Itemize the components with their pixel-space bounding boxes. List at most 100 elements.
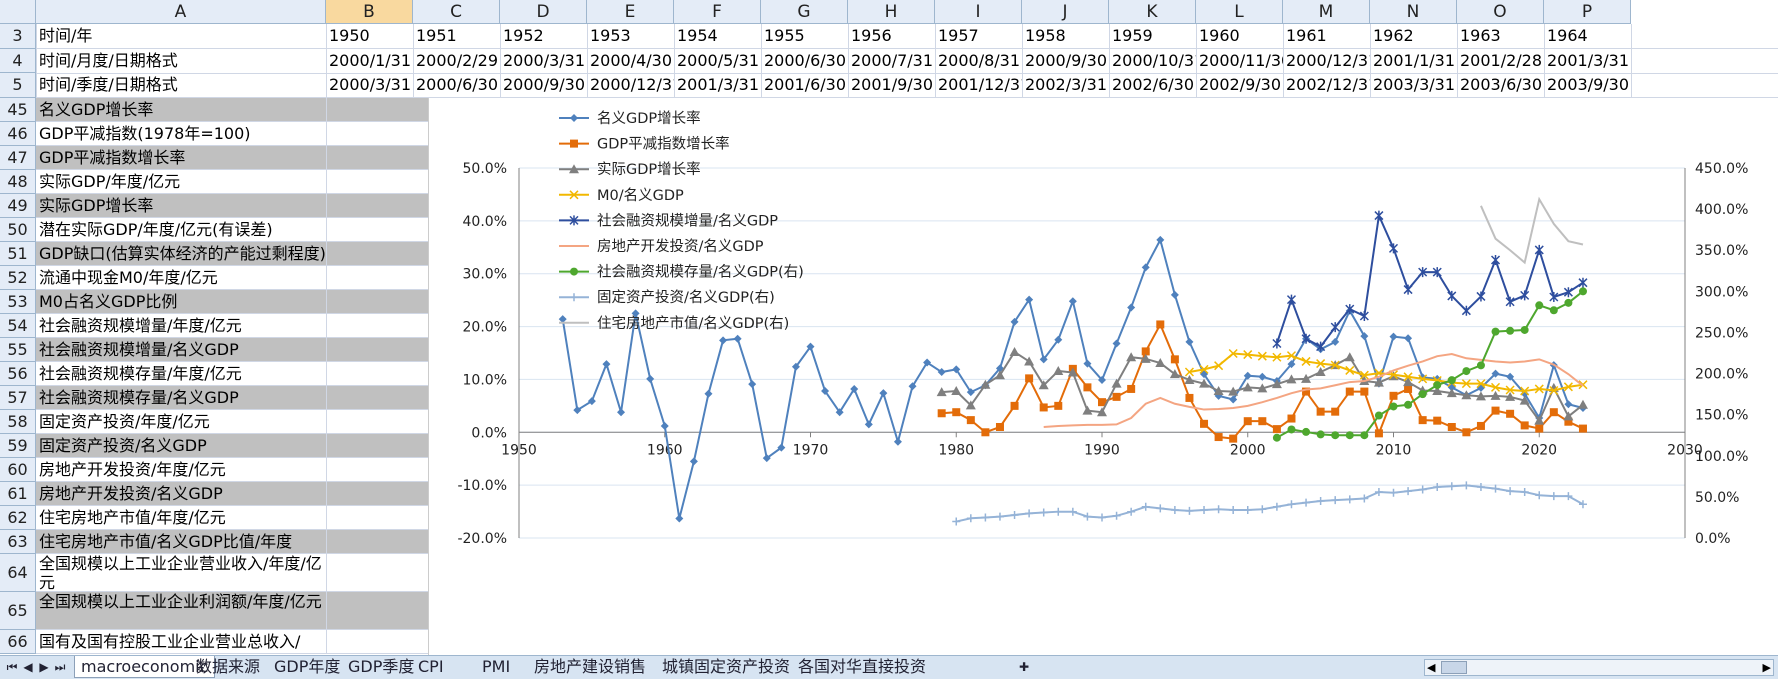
scroll-right-icon[interactable]: ▶ bbox=[1762, 661, 1771, 674]
row-3-cell-C[interactable]: 1951 bbox=[416, 26, 457, 45]
column-header-O[interactable]: O bbox=[1457, 0, 1544, 24]
row-header-49[interactable]: 49 bbox=[0, 194, 36, 218]
row-4-cell-E[interactable]: 2000/4/30 bbox=[590, 50, 673, 70]
row-57-label[interactable]: 社会融资规模存量/名义GDP bbox=[36, 386, 326, 410]
row-header-54[interactable]: 54 bbox=[0, 314, 36, 338]
row-5-cell-P[interactable]: 2003/9/30 bbox=[1547, 75, 1630, 94]
scroll-left-icon[interactable]: ◀ bbox=[1427, 661, 1436, 674]
column-header-E[interactable]: E bbox=[587, 0, 674, 24]
column-header-J[interactable]: J bbox=[1022, 0, 1109, 24]
row-62-label[interactable]: 住宅房地产市值/年度/亿元 bbox=[36, 506, 326, 530]
row-64-label[interactable]: 全国规模以上工业企业营业收入/年度/亿元 bbox=[36, 554, 326, 592]
row-3-cell-O[interactable]: 1963 bbox=[1460, 26, 1501, 45]
select-all-corner[interactable] bbox=[0, 0, 36, 24]
sheet-tab-2[interactable]: GDP年度 bbox=[274, 657, 341, 676]
row-60-label[interactable]: 房地产开发投资/年度/亿元 bbox=[36, 458, 326, 482]
row-49-cell-B[interactable] bbox=[326, 194, 428, 218]
sheet-tab-3[interactable]: GDP季度 bbox=[348, 657, 415, 676]
row-58-label[interactable]: 固定资产投资/年度/亿元 bbox=[36, 410, 326, 434]
row-66-cell-B[interactable] bbox=[326, 630, 428, 654]
row-4-cell-M[interactable]: 2000/12/31 bbox=[1286, 50, 1370, 70]
row-4-cell-K[interactable]: 2000/10/31 bbox=[1112, 50, 1196, 70]
row-65-cell-B[interactable] bbox=[326, 592, 428, 630]
row-47-label[interactable]: GDP平减指数增长率 bbox=[36, 146, 326, 170]
row-5-cell-M[interactable]: 2002/12/31 bbox=[1286, 75, 1370, 94]
row-46-label[interactable]: GDP平减指数(1978年=100) bbox=[36, 122, 326, 146]
row-50-cell-B[interactable] bbox=[326, 218, 428, 242]
row-57-cell-B[interactable] bbox=[326, 386, 428, 410]
row-45-label[interactable]: 名义GDP增长率 bbox=[36, 98, 326, 122]
row-49-label[interactable]: 实际GDP增长率 bbox=[36, 194, 326, 218]
row-header-63[interactable]: 63 bbox=[0, 530, 36, 554]
row-5-cell-L[interactable]: 2002/9/30 bbox=[1199, 75, 1282, 94]
row-5-cell-J[interactable]: 2002/3/31 bbox=[1025, 75, 1108, 94]
sheet-tab-1[interactable]: 数据来源 bbox=[196, 657, 261, 676]
row-66-label[interactable]: 国有及国有控股工业企业营业总收入/ bbox=[36, 630, 326, 654]
row-4-cell-P[interactable]: 2001/3/31 bbox=[1547, 50, 1630, 70]
row-header-57[interactable]: 57 bbox=[0, 386, 36, 410]
scroll-thumb[interactable] bbox=[1441, 661, 1467, 674]
row-61-cell-B[interactable] bbox=[326, 482, 428, 506]
row-5-cell-G[interactable]: 2001/6/30 bbox=[764, 75, 847, 94]
row-header-5[interactable]: 5 bbox=[0, 73, 36, 98]
row-5-cell-K[interactable]: 2002/6/30 bbox=[1112, 75, 1195, 94]
next-sheet-icon[interactable]: ▶ bbox=[39, 660, 49, 674]
row-header-61[interactable]: 61 bbox=[0, 482, 36, 506]
column-header-P[interactable]: P bbox=[1544, 0, 1631, 24]
row-4-cell-B[interactable]: 2000/1/31 bbox=[329, 50, 412, 70]
row-3-label[interactable]: 时间/年 bbox=[39, 26, 93, 45]
row-47-cell-B[interactable] bbox=[326, 146, 428, 170]
sheet-tab-4[interactable]: CPI bbox=[418, 657, 444, 676]
row-5-cell-B[interactable]: 2000/3/31 bbox=[329, 75, 412, 94]
row-48-cell-B[interactable] bbox=[326, 170, 428, 194]
row-header-59[interactable]: 59 bbox=[0, 434, 36, 458]
row-header-66[interactable]: 66 bbox=[0, 630, 36, 654]
row-5-cell-F[interactable]: 2001/3/31 bbox=[677, 75, 760, 94]
column-header-C[interactable]: C bbox=[413, 0, 500, 24]
row-4-cell-H[interactable]: 2000/7/31 bbox=[851, 50, 934, 70]
row-54-label[interactable]: 社会融资规模增量/年度/亿元 bbox=[36, 314, 326, 338]
insert-sheet-icon[interactable]: ✚ bbox=[1018, 660, 1030, 674]
row-4-cell-N[interactable]: 2001/1/31 bbox=[1373, 50, 1456, 70]
row-5-cell-D[interactable]: 2000/9/30 bbox=[503, 75, 586, 94]
row-header-45[interactable]: 45 bbox=[0, 98, 36, 122]
horizontal-scrollbar[interactable]: ◀ ▶ bbox=[1424, 659, 1774, 676]
row-54-cell-B[interactable] bbox=[326, 314, 428, 338]
sheet-tab-6[interactable]: 房地产建设销售 bbox=[534, 657, 647, 676]
column-header-N[interactable]: N bbox=[1370, 0, 1457, 24]
row-52-label[interactable]: 流通中现金M0/年度/亿元 bbox=[36, 266, 326, 290]
row-3-cell-B[interactable]: 1950 bbox=[329, 26, 370, 45]
row-4-cell-L[interactable]: 2000/11/30 bbox=[1199, 50, 1283, 70]
row-60-cell-B[interactable] bbox=[326, 458, 428, 482]
column-header-K[interactable]: K bbox=[1109, 0, 1196, 24]
row-45-cell-B[interactable] bbox=[326, 98, 428, 122]
row-header-53[interactable]: 53 bbox=[0, 290, 36, 314]
column-header-A[interactable]: A bbox=[36, 0, 326, 24]
row-3-cell-K[interactable]: 1959 bbox=[1112, 26, 1153, 45]
row-59-cell-B[interactable] bbox=[326, 434, 428, 458]
row-55-label[interactable]: 社会融资规模增量/名义GDP bbox=[36, 338, 326, 362]
last-sheet-icon[interactable]: ⏭ bbox=[54, 660, 66, 674]
row-5-cell-I[interactable]: 2001/12/31 bbox=[938, 75, 1022, 94]
row-3-cell-J[interactable]: 1958 bbox=[1025, 26, 1066, 45]
column-header-F[interactable]: F bbox=[674, 0, 761, 24]
row-3-cell-M[interactable]: 1961 bbox=[1286, 26, 1327, 45]
sheet-tab-0[interactable]: macroeconomic bbox=[74, 656, 216, 678]
row-61-label[interactable]: 房地产开发投资/名义GDP bbox=[36, 482, 326, 506]
row-4-cell-C[interactable]: 2000/2/29 bbox=[416, 50, 499, 70]
row-59-label[interactable]: 固定资产投资/名义GDP bbox=[36, 434, 326, 458]
row-46-cell-B[interactable] bbox=[326, 122, 428, 146]
row-63-label[interactable]: 住宅房地产市值/名义GDP比值/年度 bbox=[36, 530, 326, 554]
row-header-47[interactable]: 47 bbox=[0, 146, 36, 170]
row-4-cell-G[interactable]: 2000/6/30 bbox=[764, 50, 847, 70]
row-header-60[interactable]: 60 bbox=[0, 458, 36, 482]
row-header-56[interactable]: 56 bbox=[0, 362, 36, 386]
row-header-55[interactable]: 55 bbox=[0, 338, 36, 362]
row-5-cell-C[interactable]: 2000/6/30 bbox=[416, 75, 499, 94]
row-56-label[interactable]: 社会融资规模存量/年度/亿元 bbox=[36, 362, 326, 386]
row-5-cell-H[interactable]: 2001/9/30 bbox=[851, 75, 934, 94]
row-header-52[interactable]: 52 bbox=[0, 266, 36, 290]
row-64-cell-B[interactable] bbox=[326, 554, 428, 592]
prev-sheet-icon[interactable]: ◀ bbox=[23, 660, 33, 674]
first-sheet-icon[interactable]: ⏮ bbox=[6, 660, 18, 674]
